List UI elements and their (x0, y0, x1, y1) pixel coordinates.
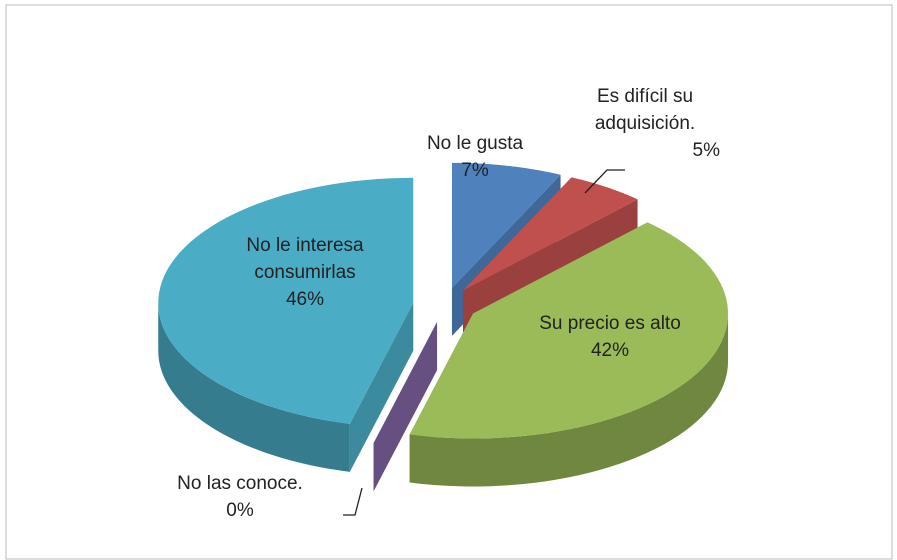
category-label: No las conoce. (177, 473, 303, 494)
slice (158, 177, 414, 472)
leader-line (343, 487, 363, 516)
value-label: 46% (285, 289, 325, 310)
slice-label: Su precio es alto 42% (520, 310, 700, 364)
category-label: No le gusta (426, 133, 524, 154)
value-label: 42% (590, 340, 630, 361)
slice-side (349, 302, 414, 472)
value-label: 7% (461, 160, 489, 181)
slice-top (451, 162, 561, 288)
slice-label: No le gusta 7% (400, 130, 550, 184)
category-label: Es difícil su adquisición. (594, 86, 696, 134)
slice-label: No las conoce. 0% (140, 470, 340, 524)
slice-wall (158, 302, 350, 472)
slice-label: No le interesa consumirlas 46% (210, 232, 400, 313)
slice-side (373, 322, 438, 492)
value-label: 0% (226, 500, 254, 521)
value-label: 5% (692, 140, 720, 161)
slice-top (158, 177, 414, 424)
slice (409, 222, 729, 487)
pie (158, 162, 729, 492)
slice-top (409, 222, 728, 439)
leader-line (584, 169, 625, 194)
slice (373, 322, 438, 492)
category-label: No le interesa consumirlas (246, 235, 364, 283)
category-label: Su precio es alto (539, 313, 681, 334)
slice-top (462, 177, 638, 291)
slice-wall (409, 313, 729, 487)
slice-label: Es difícil su adquisición. 5% (560, 83, 730, 164)
